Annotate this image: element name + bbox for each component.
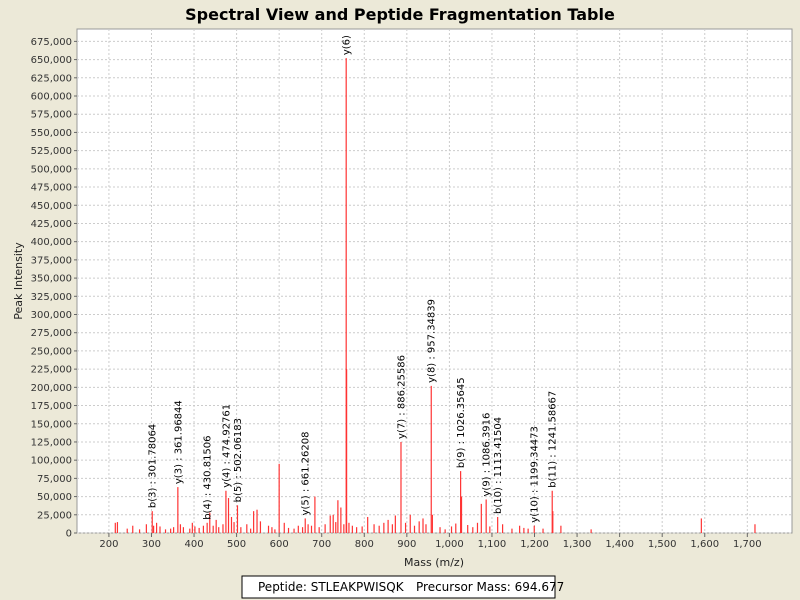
fragment-annotation: b(4) : 430.81506 <box>203 435 214 519</box>
fragment-annotation: b(3) : 301.78064 <box>148 424 159 508</box>
y-tick-label: 625,000 <box>31 73 72 84</box>
y-tick-label: 0 <box>66 529 72 540</box>
y-tick-label: 425,000 <box>31 219 72 230</box>
y-tick-label: 200,000 <box>31 383 72 394</box>
y-tick-label: 650,000 <box>31 55 72 66</box>
y-tick-label: 600,000 <box>31 92 72 103</box>
y-tick-label: 475,000 <box>31 183 72 194</box>
peptide-label: Peptide: STLEAKPWISQK <box>258 580 405 594</box>
x-tick-label: 1,300 <box>563 539 592 550</box>
x-tick-label: 1,000 <box>435 539 464 550</box>
legend-box: Peptide: STLEAKPWISQK Precursor Mass: 69… <box>241 575 564 599</box>
y-tick-label: 25,000 <box>37 510 72 521</box>
fragment-annotation: b(5) : 502.06183 <box>233 418 244 502</box>
fragment-annotations: b(3) : 301.78064 y(3) : 361.96844 b(4) : 4… <box>148 35 559 523</box>
fragment-annotation: b(11) : 1241.58667 <box>548 391 559 488</box>
y-tick-label: 75,000 <box>37 474 72 485</box>
y-axis-title: Peak Intensity <box>12 242 25 320</box>
x-tick-label: 700 <box>312 539 331 550</box>
fragment-annotation: y(8) : 957.34839 <box>427 299 438 383</box>
x-tick-label: 600 <box>270 539 289 550</box>
y-tick-label: 400,000 <box>31 237 72 248</box>
fragment-annotation: b(10) : 1113.41504 <box>493 417 504 514</box>
y-tick-label: 225,000 <box>31 365 72 376</box>
x-tick-label: 1,600 <box>690 539 719 550</box>
x-tick-label: 400 <box>184 539 203 550</box>
y-tick-label: 250,000 <box>31 346 72 357</box>
grid-lines <box>77 29 792 534</box>
y-tick-label: 100,000 <box>31 456 72 467</box>
x-tick-label: 500 <box>227 539 246 550</box>
precursor-mass-label: Precursor Mass: 694.677 <box>416 580 564 594</box>
fragment-annotation: y(5) : 661.26208 <box>301 432 312 516</box>
x-tick-label: 1,200 <box>520 539 549 550</box>
fragment-annotation: y(3) : 361.96844 <box>173 400 184 484</box>
y-tick-label: 125,000 <box>31 437 72 448</box>
x-axis-title: Mass (m/z) <box>404 556 464 569</box>
x-tick-label: 300 <box>142 539 161 550</box>
y-tick-label: 375,000 <box>31 255 72 266</box>
fragment-annotation: y(9) : 1086.3916 <box>482 413 493 497</box>
fragment-annotation: y(10) : 1199.34473 <box>530 426 541 523</box>
y-tick-label: 150,000 <box>31 419 72 430</box>
y-tick-label: 500,000 <box>31 164 72 175</box>
fragment-annotation: y(4) : 474.92761 <box>221 404 232 488</box>
x-tick-label: 1,400 <box>605 539 634 550</box>
y-tick-label: 275,000 <box>31 328 72 339</box>
y-tick-label: 350,000 <box>31 274 72 285</box>
y-tick-label: 50,000 <box>37 492 72 503</box>
y-tick-label: 675,000 <box>31 37 72 48</box>
x-tick-label: 1,500 <box>648 539 677 550</box>
y-tick-label: 450,000 <box>31 201 72 212</box>
x-tick-label: 1,700 <box>733 539 762 550</box>
peak-series <box>114 58 756 533</box>
axis-ticks: 0 25,000 50,000 75,000 100,000 125,000 150,000… <box>31 37 762 550</box>
y-tick-label: 525,000 <box>31 146 72 157</box>
plot-area <box>76 28 793 534</box>
y-tick-label: 575,000 <box>31 110 72 121</box>
x-tick-label: 800 <box>355 539 374 550</box>
x-tick-label: 900 <box>397 539 416 550</box>
y-tick-label: 300,000 <box>31 310 72 321</box>
y-tick-label: 175,000 <box>31 401 72 412</box>
fragment-annotation: b(9) : 1026.35645 <box>456 377 467 468</box>
chart-title: Spectral View and Peptide Fragmentation … <box>185 5 615 24</box>
x-tick-label: 1,100 <box>478 539 507 550</box>
fragment-annotation: y(7) : 886.25586 <box>396 355 407 439</box>
y-tick-label: 550,000 <box>31 128 72 139</box>
fragment-annotation: y(6) <box>342 35 353 55</box>
x-tick-label: 200 <box>99 539 118 550</box>
y-tick-label: 325,000 <box>31 292 72 303</box>
